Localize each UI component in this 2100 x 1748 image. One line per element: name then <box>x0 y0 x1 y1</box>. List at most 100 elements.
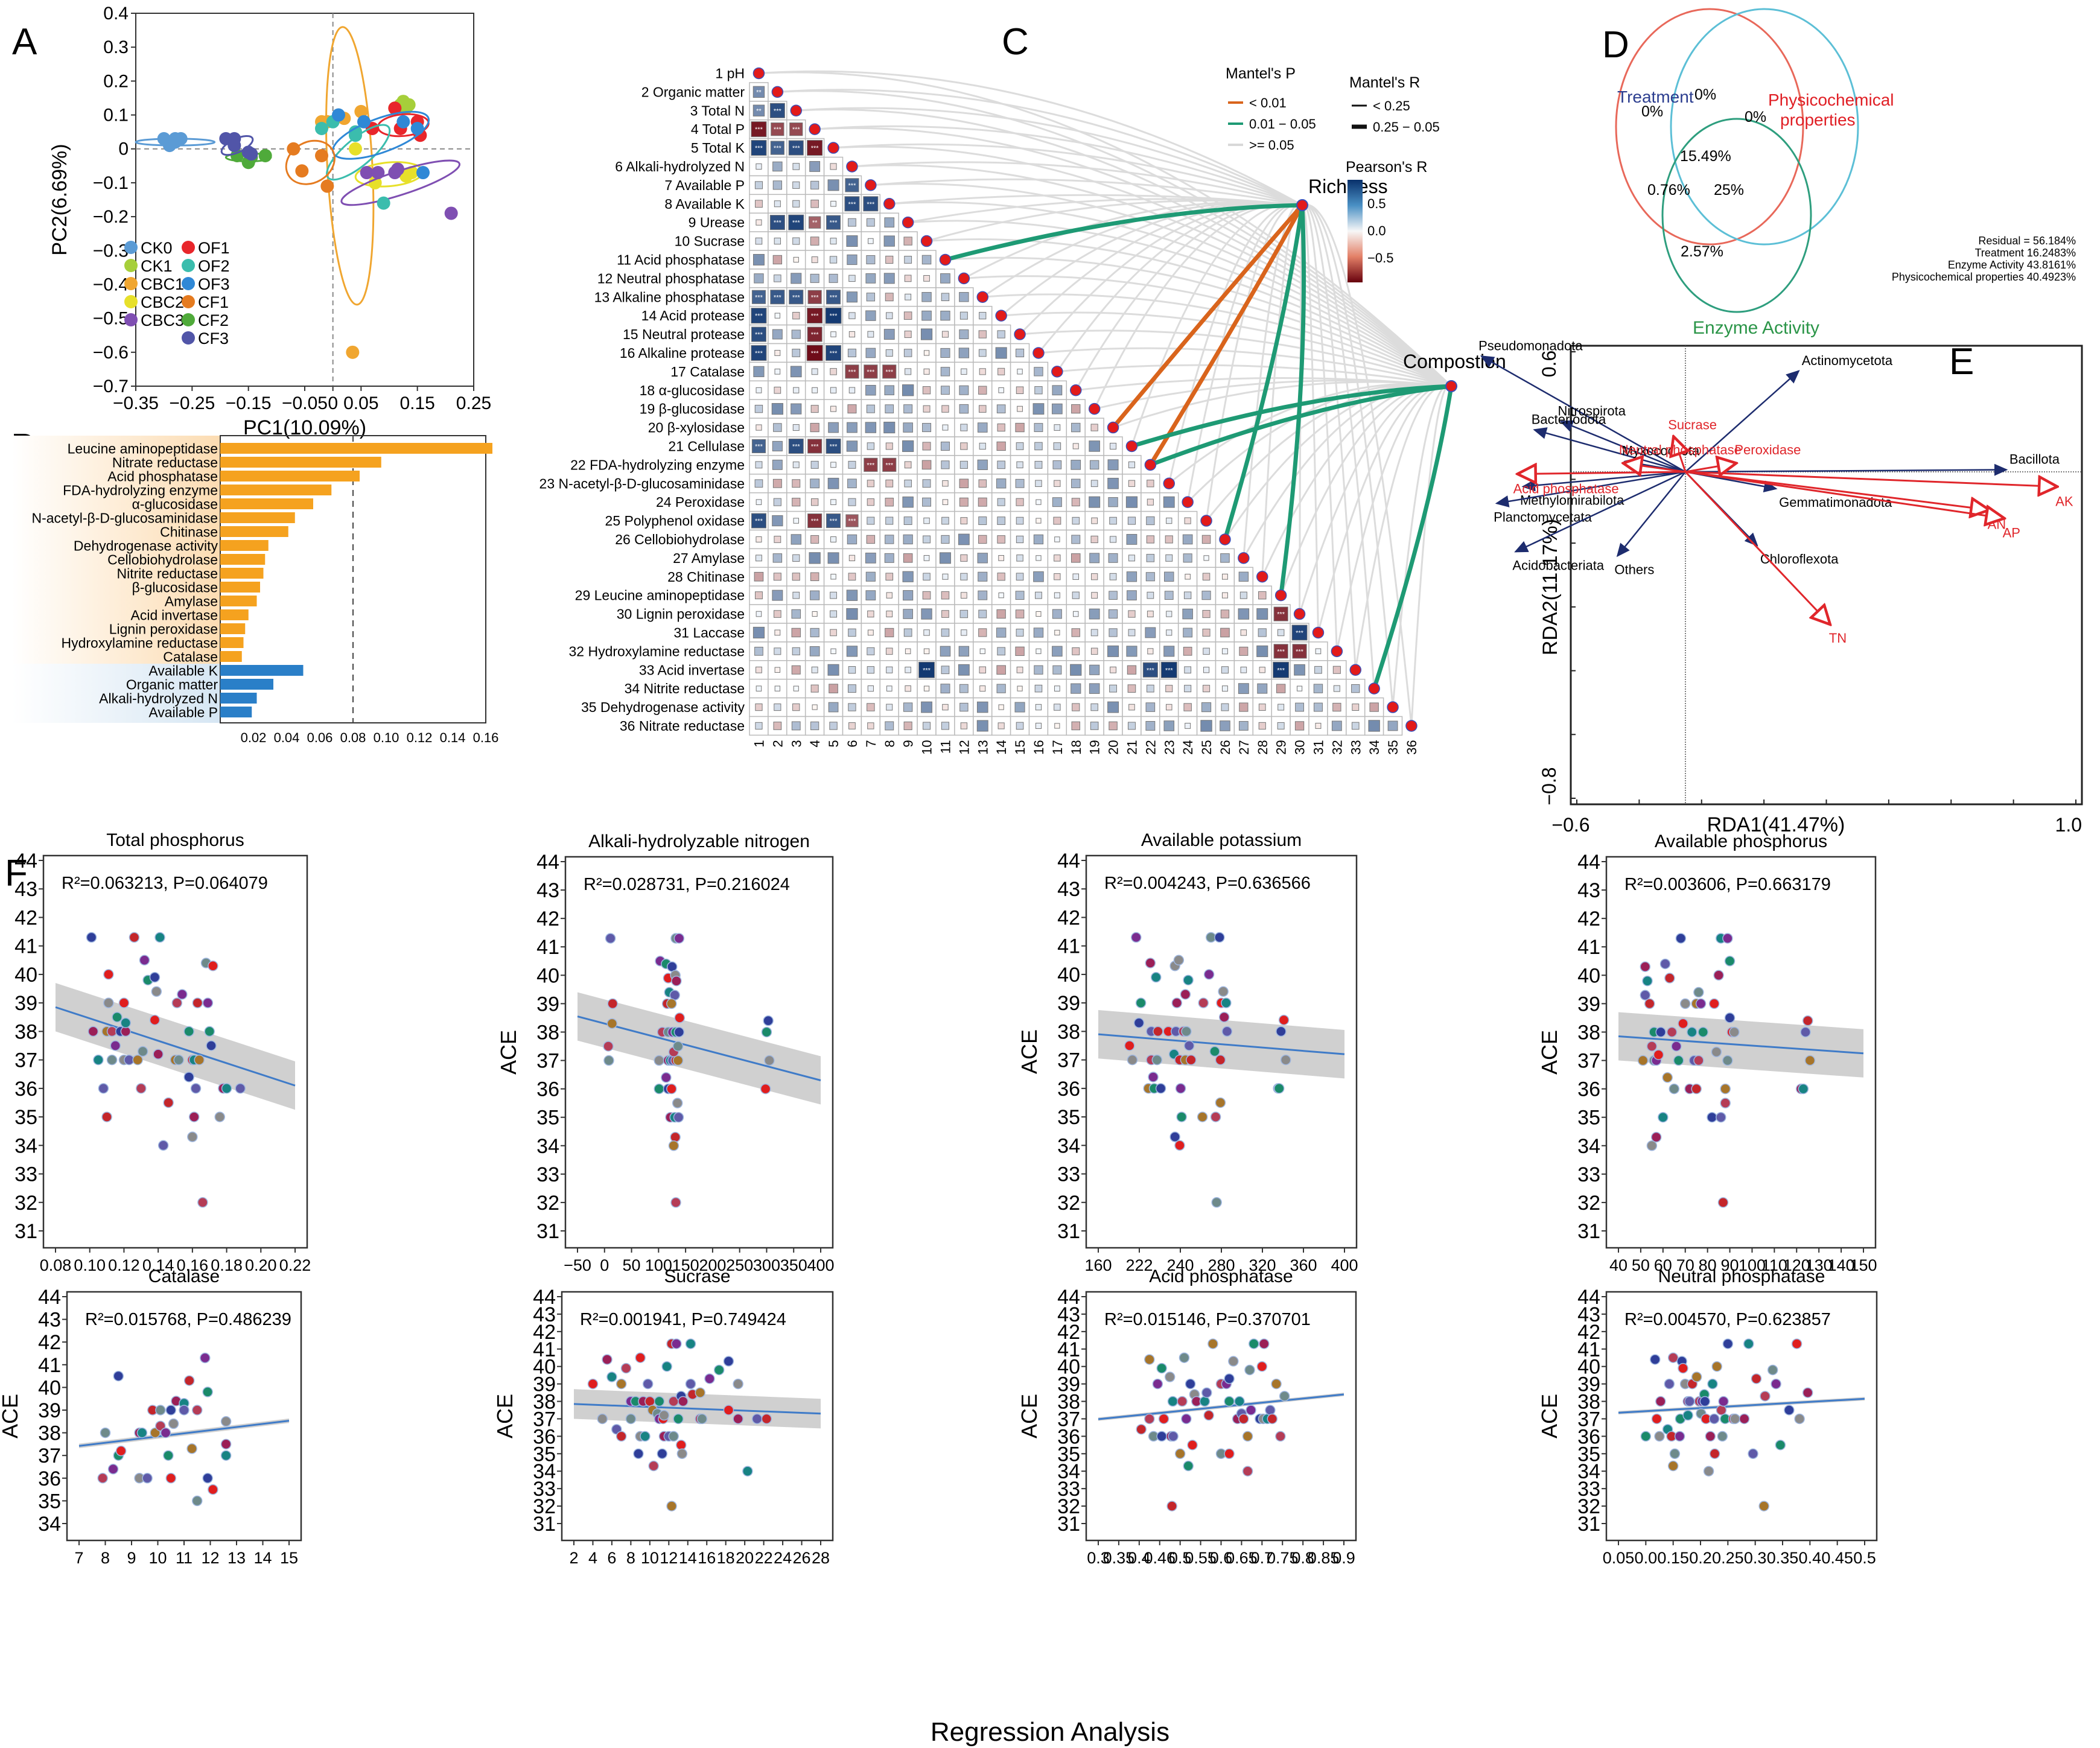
legend-label: 0.01 − 0.05 <box>1249 116 1316 132</box>
heatmap-cell <box>1215 641 1235 661</box>
correlation-square <box>810 498 819 506</box>
variable-label: 28 Chitinase <box>667 569 745 585</box>
column-label: 12 <box>956 740 972 754</box>
variable-node <box>809 123 821 135</box>
correlation-square <box>793 685 799 691</box>
correlation-square <box>830 591 837 599</box>
correlation-square <box>867 685 874 692</box>
correlation-square <box>903 702 913 712</box>
correlation-square <box>1034 367 1043 377</box>
y-tick-label: 34 <box>38 1513 61 1536</box>
correlation-square <box>1185 723 1191 729</box>
correlation-square <box>774 200 781 208</box>
correlation-square <box>923 535 931 544</box>
x-tick-label: −0.35 <box>113 393 159 413</box>
mantel-link-nonsig <box>1302 203 1413 726</box>
variable-label: 8 Available K <box>664 196 745 212</box>
correlation-square <box>867 666 874 674</box>
correlation-square <box>1146 554 1155 562</box>
y-tick-label: 36 <box>38 1467 61 1490</box>
correlation-square <box>976 701 988 713</box>
correlation-square <box>774 237 781 245</box>
correlation-square <box>810 422 819 433</box>
x-tick-label: 0.65 <box>1226 1549 1258 1567</box>
x-tick-label: 0.9 <box>1332 1549 1355 1567</box>
correlation-square <box>939 552 951 564</box>
data-point <box>1729 1026 1740 1038</box>
legend-label: >= 0.05 <box>1249 138 1294 153</box>
data-point <box>760 1083 771 1095</box>
y-tick-label: −0.3 <box>93 241 129 261</box>
correlation-square <box>1127 590 1137 601</box>
correlation-square <box>755 237 763 245</box>
correlation-square <box>902 440 914 453</box>
correlation-square <box>810 460 819 469</box>
correlation-square <box>903 311 912 320</box>
legend-label: < 0.01 <box>1249 95 1287 110</box>
correlation-square <box>756 536 762 542</box>
data-point <box>1267 1413 1278 1425</box>
data-point <box>165 1473 176 1484</box>
significance-stars: *** <box>792 220 801 227</box>
y-tick-label: 33 <box>533 1478 556 1501</box>
correlation-square <box>810 180 819 189</box>
correlation-square <box>1032 403 1045 415</box>
variable-node <box>771 86 784 98</box>
x-tick-label: 18 <box>717 1549 735 1567</box>
x-tick-label: 0.20 <box>245 1256 277 1274</box>
mantel-link-nonsig <box>851 164 1452 387</box>
data-point <box>1156 1431 1167 1442</box>
y-tick-label: 34 <box>14 1134 37 1157</box>
correlation-square <box>1291 625 1308 641</box>
correlation-square <box>977 422 988 433</box>
correlation-square <box>883 235 895 247</box>
x-tick-label: 0.35 <box>1767 1549 1799 1567</box>
correlation-square <box>867 629 874 636</box>
correlation-square <box>1052 646 1063 657</box>
correlation-square <box>1054 592 1060 599</box>
data-point <box>1201 1387 1212 1398</box>
correlation-square <box>1256 608 1268 620</box>
y-tick-label: 33 <box>1057 1163 1080 1186</box>
x-tick-label: 0.4 <box>1799 1549 1822 1567</box>
category-label: Dehydrogenase activity <box>74 538 218 554</box>
data-point <box>1256 1361 1268 1372</box>
data-point <box>220 1416 232 1427</box>
correlation-square <box>922 479 931 488</box>
data-point-OF3 <box>357 115 371 129</box>
correlation-square <box>792 311 800 320</box>
variable-node <box>1014 328 1026 340</box>
x-tick-label: 8 <box>101 1549 110 1567</box>
correlation-square <box>1034 423 1043 432</box>
correlation-square <box>756 387 762 393</box>
correlation-square <box>1110 666 1116 673</box>
variable-label: 13 Alkaline phosphatase <box>594 289 745 305</box>
correlation-square <box>882 457 897 472</box>
data-point <box>1743 1338 1754 1349</box>
correlation-square <box>958 664 970 676</box>
y-tick-label: 41 <box>38 1354 61 1377</box>
heatmap-cell <box>768 156 788 177</box>
correlation-square <box>882 364 897 379</box>
x-tick-label: 0.08 <box>340 730 366 745</box>
correlation-square <box>848 387 856 393</box>
data-point <box>1708 998 1720 1009</box>
significance-stars: *** <box>774 294 782 301</box>
variance-summary-line: Treatment 16.2483% <box>1975 247 2076 259</box>
mantel-link-nonsig <box>1302 203 1394 708</box>
x-tick-label: 14 <box>253 1549 272 1567</box>
significance-stars: *** <box>792 126 801 133</box>
data-point <box>1174 1448 1186 1460</box>
mantel-link-nonsig <box>1302 203 1375 689</box>
correlation-square <box>1258 628 1267 637</box>
variable-label: 30 Lignin peroxidase <box>617 606 745 622</box>
x-tick-label: 160 <box>1084 1256 1112 1274</box>
correlation-square <box>1090 629 1098 637</box>
x-tick-label: 0.08 <box>40 1256 72 1274</box>
significance-stars: *** <box>867 462 875 469</box>
data-point-CF3 <box>228 139 241 153</box>
correlation-square <box>865 590 876 601</box>
data-point <box>160 1427 171 1438</box>
correlation-square <box>865 422 877 433</box>
significance-stars: *** <box>1277 611 1285 618</box>
